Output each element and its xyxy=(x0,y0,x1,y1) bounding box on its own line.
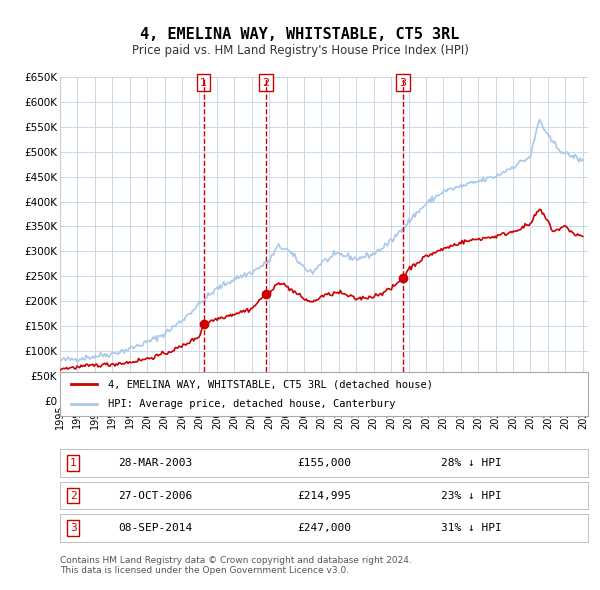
Text: 4, EMELINA WAY, WHITSTABLE, CT5 3RL (detached house): 4, EMELINA WAY, WHITSTABLE, CT5 3RL (det… xyxy=(107,379,433,389)
Text: 2: 2 xyxy=(70,491,77,501)
Text: 27-OCT-2006: 27-OCT-2006 xyxy=(118,491,192,501)
Text: 28-MAR-2003: 28-MAR-2003 xyxy=(118,458,192,468)
Text: 28% ↓ HPI: 28% ↓ HPI xyxy=(442,458,502,468)
Text: £155,000: £155,000 xyxy=(297,458,351,468)
Text: 1: 1 xyxy=(70,458,77,468)
Text: 31% ↓ HPI: 31% ↓ HPI xyxy=(442,523,502,533)
Text: 4, EMELINA WAY, WHITSTABLE, CT5 3RL: 4, EMELINA WAY, WHITSTABLE, CT5 3RL xyxy=(140,27,460,41)
Text: Contains HM Land Registry data © Crown copyright and database right 2024.
This d: Contains HM Land Registry data © Crown c… xyxy=(60,556,412,575)
Text: £247,000: £247,000 xyxy=(297,523,351,533)
Text: 2: 2 xyxy=(262,78,269,88)
Text: Price paid vs. HM Land Registry's House Price Index (HPI): Price paid vs. HM Land Registry's House … xyxy=(131,44,469,57)
Text: 3: 3 xyxy=(70,523,77,533)
Text: £214,995: £214,995 xyxy=(297,491,351,501)
Text: HPI: Average price, detached house, Canterbury: HPI: Average price, detached house, Cant… xyxy=(107,399,395,408)
Text: 08-SEP-2014: 08-SEP-2014 xyxy=(118,523,192,533)
Text: 1: 1 xyxy=(200,78,207,88)
Text: 23% ↓ HPI: 23% ↓ HPI xyxy=(442,491,502,501)
Text: 3: 3 xyxy=(400,78,407,88)
